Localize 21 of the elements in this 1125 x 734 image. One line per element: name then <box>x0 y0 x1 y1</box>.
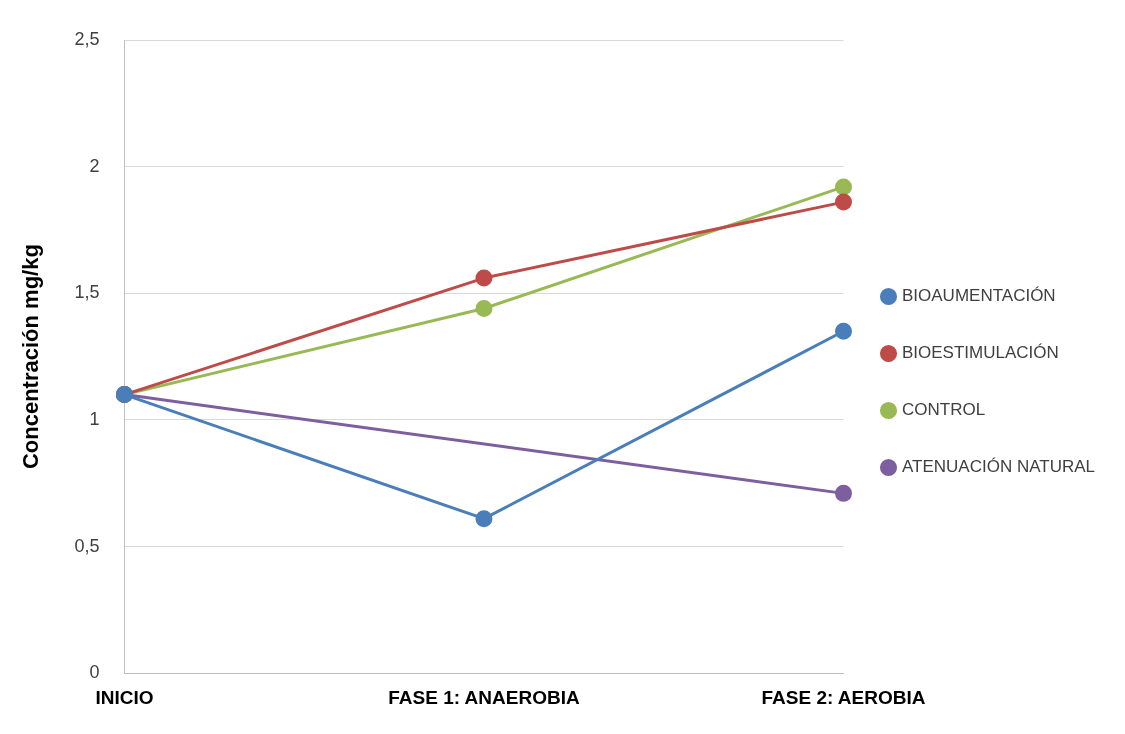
x-tick-label: FASE 2: AEROBIA <box>761 686 926 708</box>
legend-label: ATENUACIÓN NATURAL <box>902 457 1096 477</box>
point <box>475 269 493 287</box>
legend-label: BIOAUMENTACIÓN <box>902 286 1056 306</box>
point <box>475 510 493 528</box>
x-tick-label: FASE 1: ANAEROBIA <box>388 686 580 708</box>
x-tick-label: INICIO <box>95 686 154 708</box>
legend-label: BIOESTIMULACIÓN <box>902 343 1059 363</box>
point <box>835 178 852 196</box>
point <box>475 299 493 317</box>
point <box>835 322 852 340</box>
y-tick-label: 0,5 <box>74 535 100 556</box>
point <box>835 193 852 211</box>
y-tick-label: 2 <box>89 155 100 176</box>
legend-label: CONTROL <box>902 400 986 420</box>
y-tick-label: 0 <box>89 662 100 683</box>
y-tick-label: 2,5 <box>74 28 100 49</box>
y-axis-title: Concentración mg/kg <box>18 244 44 470</box>
y-tick-label: 1,5 <box>74 282 100 303</box>
y-tick-label: 1 <box>89 408 100 429</box>
point <box>835 484 852 502</box>
